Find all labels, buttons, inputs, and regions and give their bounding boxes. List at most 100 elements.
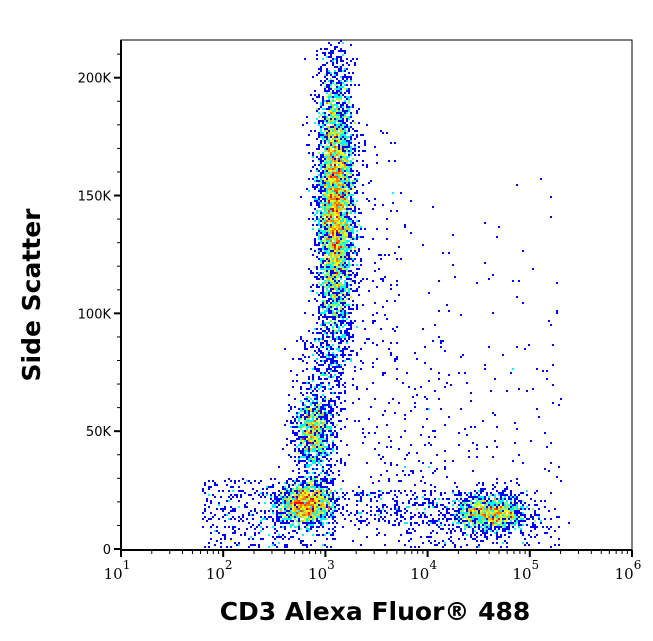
event-dot: [336, 116, 338, 118]
event-dot: [330, 354, 332, 356]
event-dot: [316, 186, 318, 188]
event-dot: [356, 388, 358, 390]
event-dot: [510, 504, 512, 506]
event-dot: [324, 494, 326, 496]
event-dot: [324, 332, 326, 334]
event-dot: [304, 446, 306, 448]
event-dot: [338, 276, 340, 278]
event-dot: [290, 500, 292, 502]
event-dot: [340, 278, 342, 280]
event-dot: [290, 518, 292, 520]
event-dot: [330, 270, 332, 272]
event-dot: [316, 464, 318, 466]
event-dot: [242, 516, 244, 518]
event-dot: [304, 460, 306, 462]
event-dot: [312, 196, 314, 198]
event-dot: [332, 252, 334, 254]
event-dot: [226, 546, 228, 548]
event-dot: [202, 488, 204, 490]
event-dot: [356, 352, 358, 354]
event-dot: [310, 388, 312, 390]
event-dot: [306, 396, 308, 398]
event-dot: [330, 286, 332, 288]
event-dot: [382, 132, 384, 134]
event-dot: [532, 524, 534, 526]
event-dot: [510, 510, 512, 512]
event-dot: [286, 502, 288, 504]
event-dot: [348, 184, 350, 186]
event-dot: [310, 424, 312, 426]
event-dot: [336, 126, 338, 128]
event-dot: [312, 460, 314, 462]
event-dot: [338, 392, 340, 394]
event-dot: [312, 402, 314, 404]
event-dot: [276, 502, 278, 504]
event-dot: [342, 266, 344, 268]
event-dot: [224, 514, 226, 516]
event-dot: [336, 270, 338, 272]
event-dot: [320, 486, 322, 488]
event-dot: [494, 502, 496, 504]
event-dot: [404, 518, 406, 520]
event-dot: [352, 162, 354, 164]
event-dot: [342, 192, 344, 194]
event-dot: [406, 454, 408, 456]
event-dot: [292, 490, 294, 492]
event-dot: [278, 512, 280, 514]
event-dot: [296, 486, 298, 488]
event-dot: [348, 146, 350, 148]
event-dot: [398, 510, 400, 512]
event-dot: [346, 186, 348, 188]
event-dot: [452, 492, 454, 494]
event-dot: [362, 150, 364, 152]
event-dot: [322, 118, 324, 120]
event-dot: [322, 296, 324, 298]
event-dot: [346, 192, 348, 194]
event-dot: [522, 532, 524, 534]
event-dot: [306, 526, 308, 528]
event-dot: [340, 90, 342, 92]
event-dot: [344, 154, 346, 156]
event-dot: [336, 224, 338, 226]
event-dot: [394, 300, 396, 302]
event-dot: [316, 168, 318, 170]
event-dot: [326, 258, 328, 260]
event-dot: [324, 168, 326, 170]
event-dot: [316, 170, 318, 172]
event-dot: [336, 276, 338, 278]
event-dot: [338, 190, 340, 192]
event-dot: [318, 224, 320, 226]
event-dot: [454, 276, 456, 278]
event-dot: [342, 126, 344, 128]
event-dot: [330, 164, 332, 166]
event-dot: [508, 506, 510, 508]
event-dot: [388, 160, 390, 162]
event-dot: [300, 502, 302, 504]
event-dot: [338, 226, 340, 228]
event-dot: [490, 500, 492, 502]
event-dot: [314, 426, 316, 428]
event-dot: [462, 514, 464, 516]
event-dot: [328, 148, 330, 150]
event-dot: [420, 386, 422, 388]
event-dot: [352, 134, 354, 136]
event-dot: [336, 434, 338, 436]
event-dot: [354, 206, 356, 208]
event-dot: [474, 524, 476, 526]
event-dot: [326, 358, 328, 360]
event-dot: [326, 216, 328, 218]
event-dot: [318, 132, 320, 134]
event-dot: [324, 244, 326, 246]
event-dot: [326, 442, 328, 444]
event-dot: [310, 402, 312, 404]
event-dot: [322, 446, 324, 448]
event-dot: [310, 460, 312, 462]
event-dot: [292, 508, 294, 510]
event-dot: [384, 314, 386, 316]
event-dot: [334, 502, 336, 504]
event-dot: [500, 534, 502, 536]
event-dot: [320, 70, 322, 72]
event-dot: [336, 78, 338, 80]
event-dot: [328, 292, 330, 294]
event-dot: [318, 486, 320, 488]
